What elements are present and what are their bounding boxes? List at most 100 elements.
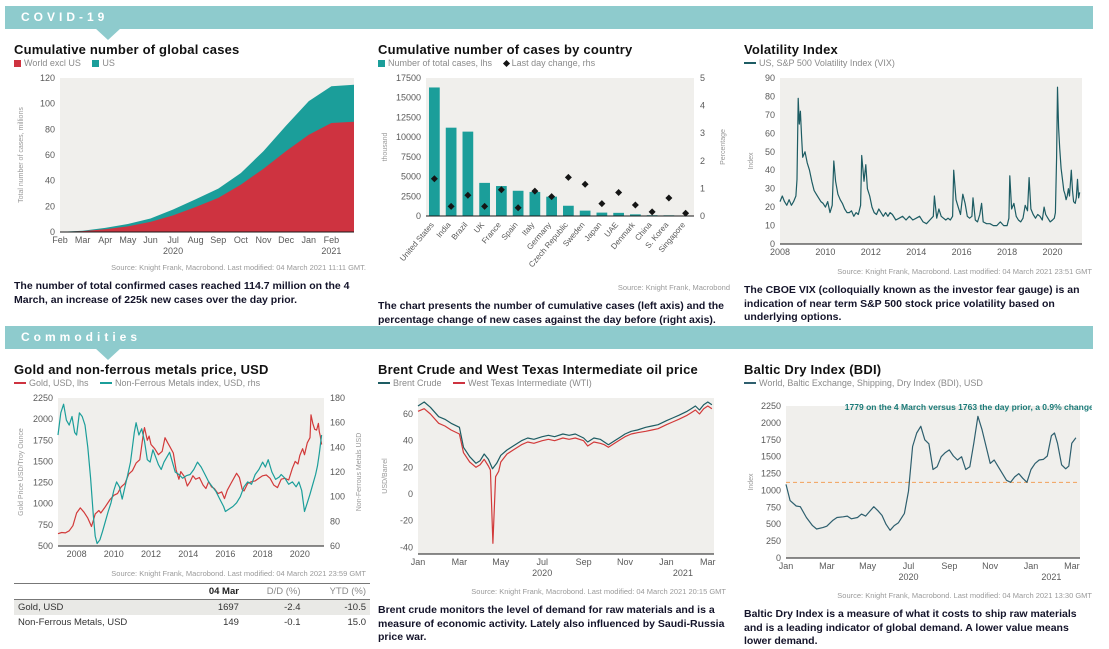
commodities-section-banner: Commodities bbox=[5, 326, 1093, 349]
table-row: Non-Ferrous Metals, USD 149 -0.1 15.0 bbox=[14, 615, 370, 630]
svg-text:1500: 1500 bbox=[33, 456, 53, 466]
bdi-line-swatch-icon bbox=[744, 382, 756, 384]
source-note: Source: Knight Frank, Macrobond. Last mo… bbox=[111, 263, 366, 272]
svg-text:May: May bbox=[119, 235, 137, 245]
row-label: Gold, USD bbox=[18, 602, 64, 613]
source-note: Source: Knight Frank, Macrobond. Last mo… bbox=[837, 591, 1092, 600]
svg-text:40: 40 bbox=[765, 165, 775, 175]
last-day-change-diamond-icon bbox=[502, 59, 510, 68]
svg-text:1500: 1500 bbox=[761, 452, 781, 462]
source-note: Source: Knight Frank, Macrobond. Last mo… bbox=[471, 587, 726, 596]
svg-text:Feb: Feb bbox=[52, 235, 68, 245]
svg-text:Index: Index bbox=[748, 473, 755, 491]
svg-text:Sep: Sep bbox=[210, 235, 226, 245]
svg-text:2008: 2008 bbox=[770, 247, 790, 257]
svg-text:0: 0 bbox=[50, 227, 55, 237]
legend-label: Brent Crude bbox=[393, 378, 442, 388]
cell-value: -0.1 bbox=[284, 617, 301, 628]
cases-by-country-legend: Number of total cases, lhs Last day chan… bbox=[378, 58, 734, 68]
vix-panel: Volatility Index US, S&P 500 Volatility … bbox=[744, 42, 1096, 325]
table-header-dd: D/D (%) bbox=[242, 583, 305, 600]
svg-text:May: May bbox=[859, 561, 877, 571]
svg-text:20: 20 bbox=[765, 202, 775, 212]
svg-text:2016: 2016 bbox=[215, 549, 235, 559]
svg-text:140: 140 bbox=[330, 442, 345, 452]
global-cases-legend: World excl US US bbox=[14, 58, 370, 68]
global-cases-panel: Cumulative number of global cases World … bbox=[14, 42, 370, 307]
covid-banner-pointer bbox=[95, 28, 121, 40]
svg-text:Non-Ferrous Metals USD: Non-Ferrous Metals USD bbox=[356, 433, 363, 512]
legend-label: West Texas Intermediate (WTI) bbox=[468, 378, 592, 388]
row-label: Non-Ferrous Metals, USD bbox=[18, 617, 128, 628]
svg-text:60: 60 bbox=[765, 128, 775, 138]
bdi-caption: Baltic Dry Index is a measure of what it… bbox=[744, 608, 1077, 648]
svg-text:-20: -20 bbox=[400, 516, 413, 526]
svg-text:1: 1 bbox=[700, 183, 705, 193]
svg-text:2021: 2021 bbox=[1041, 572, 1061, 582]
svg-text:2250: 2250 bbox=[33, 393, 53, 403]
cases-by-country-title: Cumulative number of cases by country bbox=[378, 42, 633, 57]
svg-text:30: 30 bbox=[765, 184, 775, 194]
svg-text:USD/Barrel: USD/Barrel bbox=[382, 458, 389, 494]
svg-text:2000: 2000 bbox=[761, 418, 781, 428]
bdi-legend: World, Baltic Exchange, Shipping, Dry In… bbox=[744, 378, 1096, 388]
svg-text:2014: 2014 bbox=[906, 247, 926, 257]
svg-text:2021: 2021 bbox=[321, 246, 341, 256]
svg-text:2010: 2010 bbox=[104, 549, 124, 559]
svg-text:1750: 1750 bbox=[33, 435, 53, 445]
svg-text:2012: 2012 bbox=[861, 247, 881, 257]
svg-text:40: 40 bbox=[403, 436, 413, 446]
table-header-date: 04 Mar bbox=[186, 583, 243, 600]
global-cases-caption: The number of total confirmed cases reac… bbox=[14, 280, 350, 306]
svg-text:Nov: Nov bbox=[982, 561, 999, 571]
svg-text:1000: 1000 bbox=[33, 499, 53, 509]
svg-text:10: 10 bbox=[765, 221, 775, 231]
svg-text:12500: 12500 bbox=[396, 112, 421, 122]
cases-by-country-panel: Cumulative number of cases by country Nu… bbox=[378, 42, 734, 327]
svg-text:Feb: Feb bbox=[324, 235, 340, 245]
svg-text:100: 100 bbox=[330, 492, 345, 502]
svg-text:2020: 2020 bbox=[163, 246, 183, 256]
svg-text:Jul: Jul bbox=[536, 557, 548, 567]
vix-title: Volatility Index bbox=[744, 42, 838, 57]
svg-text:40: 40 bbox=[45, 176, 55, 186]
svg-text:17500: 17500 bbox=[396, 73, 421, 83]
svg-text:5000: 5000 bbox=[401, 172, 421, 182]
cases-by-country-chart: 0 2500 5000 7500 10000 12500 15000 17500 0 1 2 3 4 5 t… bbox=[378, 70, 734, 282]
svg-text:Jan: Jan bbox=[1024, 561, 1039, 571]
metals-price-table: 04 Mar D/D (%) YTD (%) Gold, USD 1697 -2… bbox=[14, 583, 370, 630]
total-cases-swatch-icon bbox=[378, 60, 385, 67]
svg-text:0: 0 bbox=[776, 553, 781, 563]
svg-text:2010: 2010 bbox=[815, 247, 835, 257]
legend-label: Last day change, rhs bbox=[511, 58, 596, 68]
svg-text:4: 4 bbox=[700, 101, 705, 111]
svg-text:Nov: Nov bbox=[617, 557, 634, 567]
vix-line-swatch-icon bbox=[744, 62, 756, 64]
svg-text:500: 500 bbox=[766, 519, 781, 529]
svg-text:2012: 2012 bbox=[141, 549, 161, 559]
svg-text:Index: Index bbox=[748, 152, 755, 170]
cell-value: 149 bbox=[223, 617, 239, 628]
svg-text:80: 80 bbox=[45, 124, 55, 134]
svg-text:Dec: Dec bbox=[278, 235, 295, 245]
legend-label: Number of total cases, lhs bbox=[388, 58, 493, 68]
svg-text:2020: 2020 bbox=[290, 549, 310, 559]
wti-line-swatch-icon bbox=[453, 382, 466, 384]
svg-text:2250: 2250 bbox=[761, 401, 781, 411]
bdi-panel: Baltic Dry Index (BDI) World, Baltic Exc… bbox=[744, 362, 1096, 649]
vix-caption: The CBOE VIX (colloquially known as the … bbox=[744, 284, 1080, 324]
legend-label: Gold, USD, lhs bbox=[29, 378, 89, 388]
svg-text:160: 160 bbox=[330, 418, 345, 428]
table-corner-cell bbox=[14, 583, 187, 600]
cell-value: 1697 bbox=[217, 602, 239, 613]
svg-text:Percentage: Percentage bbox=[720, 129, 727, 165]
commodities-banner-pointer bbox=[95, 348, 121, 360]
svg-text:May: May bbox=[492, 557, 510, 567]
svg-text:0: 0 bbox=[770, 239, 775, 249]
cases-by-country-caption: The chart presents the number of cumulat… bbox=[378, 300, 725, 326]
vix-legend: US, S&P 500 Volatility Index (VIX) bbox=[744, 58, 1096, 68]
svg-text:2000: 2000 bbox=[33, 414, 53, 424]
svg-text:Japan: Japan bbox=[583, 221, 604, 243]
svg-text:2020: 2020 bbox=[1042, 247, 1062, 257]
svg-text:0: 0 bbox=[408, 489, 413, 499]
